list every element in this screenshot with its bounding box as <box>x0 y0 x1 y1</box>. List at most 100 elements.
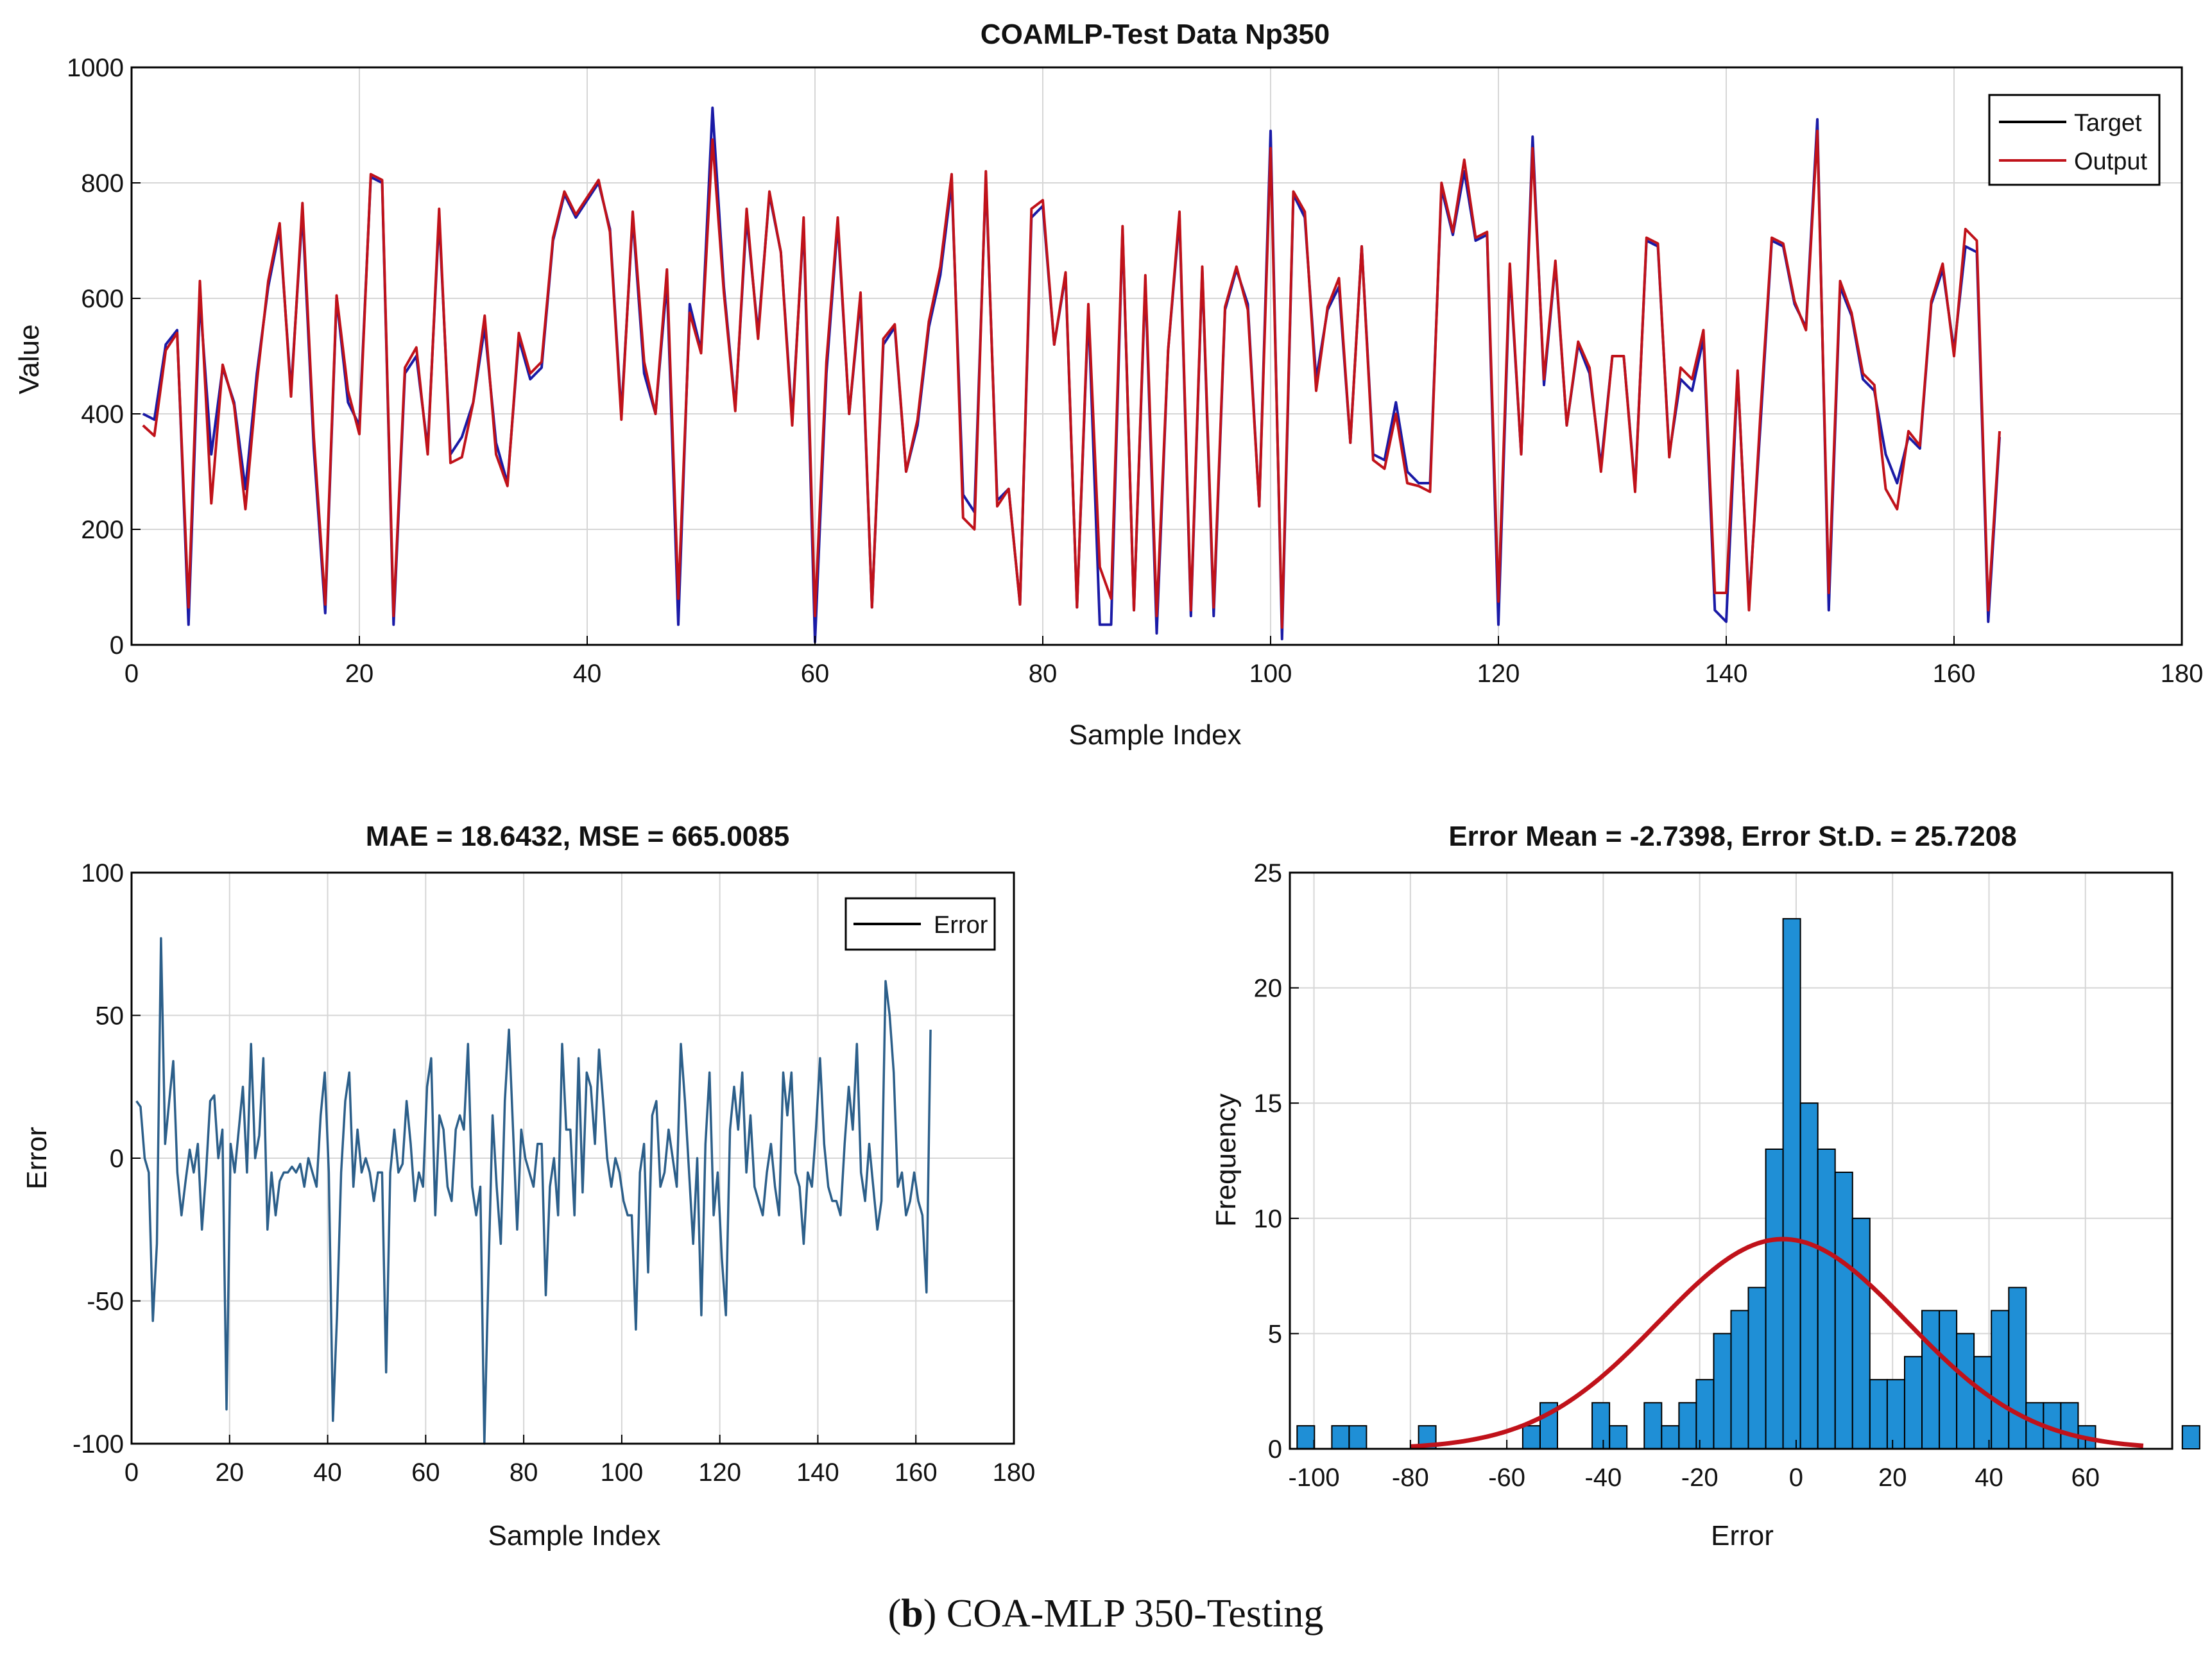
histogram-bar <box>1834 1172 1853 1449</box>
histogram-bar <box>1851 1217 1871 1450</box>
x-tick-label: 140 <box>1705 660 1748 688</box>
y-tick-label: 200 <box>81 516 124 544</box>
y-tick-label: 20 <box>1254 975 1283 1003</box>
histogram-bar <box>1904 1356 1923 1450</box>
histogram-chart-y-label: Frequency <box>1210 1093 1242 1227</box>
histogram-bar <box>1747 1286 1767 1449</box>
histogram-bar <box>1522 1425 1541 1450</box>
top-chart-legend: Target Output <box>1988 94 2161 186</box>
top-chart-x-label: Sample Index <box>1068 719 1241 751</box>
x-tick-label: 180 <box>993 1458 1036 1487</box>
top-chart-legend-box <box>1988 94 2161 186</box>
x-tick-label: 60 <box>801 660 830 688</box>
histogram-bar <box>1331 1425 1350 1450</box>
histogram-bar <box>1661 1425 1680 1450</box>
x-tick-label: 20 <box>216 1458 244 1487</box>
histogram-chart-title: Error Mean = -2.7398, Error St.D. = 25.7… <box>1448 821 2016 852</box>
x-tick-label: 40 <box>573 660 602 688</box>
x-tick-label: -20 <box>1681 1464 1719 1492</box>
y-tick-label: 25 <box>1254 859 1283 887</box>
y-tick-label: -50 <box>87 1288 124 1316</box>
x-tick-label: 80 <box>510 1458 538 1487</box>
x-tick-label: -80 <box>1392 1464 1429 1492</box>
y-tick-label: 1000 <box>67 54 124 82</box>
x-tick-label: 100 <box>1249 660 1292 688</box>
error-chart-x-label: Sample Index <box>488 1520 660 1551</box>
x-tick-label: 100 <box>601 1458 644 1487</box>
histogram-bar <box>1973 1356 1993 1450</box>
histogram-bar <box>2008 1286 2027 1449</box>
histogram-bar <box>1591 1402 1611 1449</box>
histogram-bar <box>1991 1310 2010 1449</box>
x-tick-label: -60 <box>1488 1464 1525 1492</box>
x-tick-label: 0 <box>124 1458 139 1487</box>
histogram-bar <box>1956 1333 1975 1449</box>
top-chart-axes-box <box>130 66 2183 646</box>
histogram-bar <box>1713 1333 1732 1449</box>
histogram-bar <box>1921 1310 1940 1449</box>
y-tick-label: 0 <box>110 1145 124 1173</box>
top-chart-ticks: 0 20 40 60 80 100 120 140 160 180 0 200 400 600 800 100… <box>67 54 2203 688</box>
top-chart-grid <box>131 67 2182 645</box>
histogram-chart-grid <box>1290 872 2172 1449</box>
top-chart: COAMLP-Test Data Np350 Value Sample Inde… <box>13 19 2203 751</box>
normal-fit-curve <box>1410 1236 2144 1449</box>
legend-target-label: Target <box>2074 110 2142 137</box>
x-tick-label: 120 <box>698 1458 741 1487</box>
caption-text: COA-MLP 350-Testing <box>947 1592 1324 1636</box>
histogram-bar <box>1799 1102 1819 1449</box>
histogram-chart-ticks: -100 -80 -60 -40 -20 0 20 40 60 0 5 10 15 20 25 <box>1254 859 2100 1492</box>
y-tick-label: 5 <box>1268 1320 1282 1348</box>
x-tick-label: 160 <box>1933 660 1976 688</box>
legend-output-label: Output <box>2074 148 2148 175</box>
y-tick-label: 400 <box>81 400 124 429</box>
histogram-bar <box>1678 1402 1697 1449</box>
y-tick-label: 100 <box>81 859 124 887</box>
histogram-bar <box>1348 1425 1367 1450</box>
histogram-chart-x-label: Error <box>1711 1520 1774 1551</box>
top-chart-title: COAMLP-Test Data Np350 <box>981 19 1330 50</box>
x-tick-label: 0 <box>124 660 139 688</box>
histogram-chart-axes-box <box>1289 871 2173 1450</box>
histogram-bar <box>1296 1425 1316 1450</box>
x-tick-label: 80 <box>1029 660 1058 688</box>
legend-error-label: Error <box>934 912 988 939</box>
histogram-chart-plot-area <box>1296 918 2200 1450</box>
error-chart-title: MAE = 18.6432, MSE = 665.0085 <box>366 821 789 852</box>
x-tick-label: 40 <box>313 1458 342 1487</box>
x-tick-label: 140 <box>796 1458 839 1487</box>
y-tick-label: 15 <box>1254 1090 1283 1118</box>
x-tick-label: 60 <box>411 1458 440 1487</box>
x-tick-label: 20 <box>345 660 374 688</box>
histogram-bar <box>1609 1425 1628 1450</box>
histogram-bar <box>1869 1379 1888 1449</box>
caption-label: b <box>901 1592 923 1636</box>
y-tick-label: 50 <box>96 1002 124 1030</box>
histogram-bar <box>1782 918 1801 1450</box>
series-line-error <box>135 937 932 1445</box>
y-tick-label: 0 <box>110 631 124 660</box>
top-chart-y-label: Value <box>13 324 45 394</box>
histogram-bar <box>2181 1425 2200 1450</box>
x-tick-label: 160 <box>895 1458 938 1487</box>
histogram-bar <box>1939 1310 1958 1449</box>
x-tick-label: 40 <box>1975 1464 2003 1492</box>
x-tick-label: -40 <box>1584 1464 1622 1492</box>
histogram-chart: Error Mean = -2.7398, Error St.D. = 25.7… <box>1210 821 2200 1551</box>
error-chart-legend: Error <box>845 897 996 951</box>
x-tick-label: -100 <box>1289 1464 1340 1492</box>
y-tick-label: 600 <box>81 285 124 313</box>
x-tick-label: 0 <box>1789 1464 1803 1492</box>
histogram-bar <box>1643 1402 1663 1449</box>
y-tick-label: 800 <box>81 169 124 198</box>
x-tick-label: 20 <box>1878 1464 1907 1492</box>
series-line-target <box>142 107 2001 644</box>
histogram-bar <box>1817 1149 1836 1449</box>
error-chart-ticks: 0 20 40 60 80 100 120 140 160 180 -100 -50 0 50 100 <box>73 859 1035 1487</box>
y-tick-label: -100 <box>73 1430 124 1458</box>
x-tick-label: 60 <box>2071 1464 2100 1492</box>
top-chart-plot-area <box>142 107 2001 644</box>
histogram-bar <box>1886 1379 1905 1449</box>
error-chart-plot-area <box>135 937 932 1445</box>
